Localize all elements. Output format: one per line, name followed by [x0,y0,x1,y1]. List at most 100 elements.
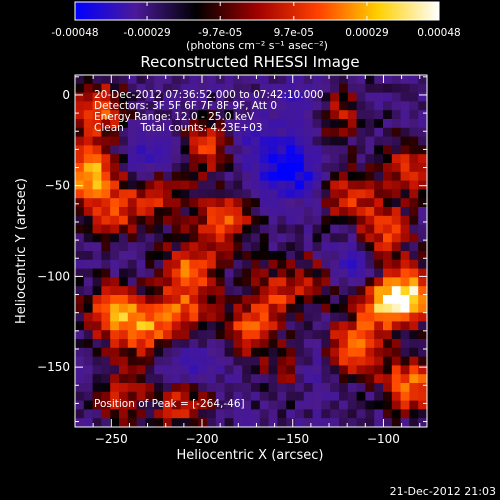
heatmap-cell [75,110,85,120]
heatmap-cell [171,409,181,419]
heatmap-cell [163,312,173,322]
heatmap-cell [101,154,111,164]
heatmap-cell [154,400,164,410]
heatmap-cell [251,127,261,137]
heatmap-cell [119,400,129,410]
heatmap-cell [268,356,278,366]
heatmap-cell [303,259,313,269]
heatmap-cell [101,110,111,120]
heatmap-cell [163,303,173,313]
heatmap-cell [119,163,129,173]
heatmap-cell [242,400,252,410]
heatmap-cell [207,119,217,129]
heatmap-cell [312,145,322,155]
heatmap-cell [119,339,129,349]
heatmap-cell [224,365,234,375]
heatmap-cell [171,303,181,313]
heatmap-cell [92,110,102,120]
heatmap-cell [207,277,217,287]
heatmap-cell [277,119,287,129]
heatmap-cell [339,286,349,296]
heatmap-cell [75,242,85,252]
heatmap-cell [233,92,243,102]
heatmap-cell [330,242,340,252]
heatmap-cell [347,330,357,340]
heatmap-cell [347,198,357,208]
heatmap-cell [391,259,401,269]
heatmap-cell [418,339,428,349]
heatmap-cell [356,171,366,181]
heatmap-cell [207,391,217,401]
heatmap-cell [268,171,278,181]
heatmap-cell [75,303,85,313]
heatmap-cell [277,365,287,375]
heatmap-cell [295,101,305,111]
heatmap-cell [365,233,375,243]
heatmap-cell [180,101,190,111]
heatmap-cell [347,110,357,120]
heatmap-cell [277,101,287,111]
heatmap-cell [259,383,269,393]
heatmap-cell [321,233,331,243]
heatmap-cell [127,215,137,225]
heatmap-cell [347,75,357,85]
heatmap-cell [75,215,85,225]
heatmap-cell [321,101,331,111]
heatmap-cell [119,286,129,296]
heatmap-cell [312,215,322,225]
heatmap-cell [224,101,234,111]
heatmap-cell [92,365,102,375]
heatmap-cell [163,365,173,375]
heatmap-cell [383,163,393,173]
heatmap-cell [277,189,287,199]
heatmap-cell [418,207,428,217]
heatmap-cell [242,207,252,217]
heatmap-cell [207,163,217,173]
heatmap-cell [356,233,366,243]
heatmap-cell [418,295,428,305]
heatmap-cell [207,198,217,208]
heatmap-cell [374,163,384,173]
heatmap-cell [145,391,155,401]
heatmap-cell [119,409,129,419]
heatmap-cell [119,92,129,102]
heatmap-cell [75,92,85,102]
heatmap-cell [303,286,313,296]
heatmap-cell [383,83,393,93]
annotation-total-counts: Clean Total counts: 4.23E+03 [94,122,263,134]
heatmap-cell [110,75,120,85]
heatmap-cell [339,259,349,269]
heatmap-cell [83,75,93,85]
heatmap-cell [145,136,155,146]
heatmap-cell [233,321,243,331]
heatmap-cell [295,92,305,102]
heatmap-cell [198,321,208,331]
heatmap-cell [339,251,349,261]
heatmap-cell [163,295,173,305]
heatmap-cell [110,409,120,419]
heatmap-cell [409,268,419,278]
heatmap-cell [127,163,137,173]
heatmap-cell [242,233,252,243]
heatmap-cell [198,277,208,287]
heatmap-cell [356,224,366,234]
heatmap-cell [75,259,85,269]
heatmap-cell [418,224,428,234]
heatmap-cell [383,277,393,287]
heatmap-cell [207,75,217,85]
heatmap-cell [295,303,305,313]
heatmap-cell [303,119,313,129]
heatmap-cell [312,110,322,120]
heatmap-cell [356,251,366,261]
heatmap-cell [242,127,252,137]
heatmap-cell [374,418,384,428]
annotation-detectors: Detectors: 3F 5F 6F 7F 8F 9F, Att 0 [94,100,277,112]
heatmap-cell [207,207,217,217]
heatmap-cell [207,365,217,375]
heatmap-cell [286,242,296,252]
heatmap-cell [347,409,357,419]
heatmap-cell [171,233,181,243]
heatmap-cell [356,101,366,111]
heatmap-cell [339,365,349,375]
heatmap-cell [233,418,243,428]
